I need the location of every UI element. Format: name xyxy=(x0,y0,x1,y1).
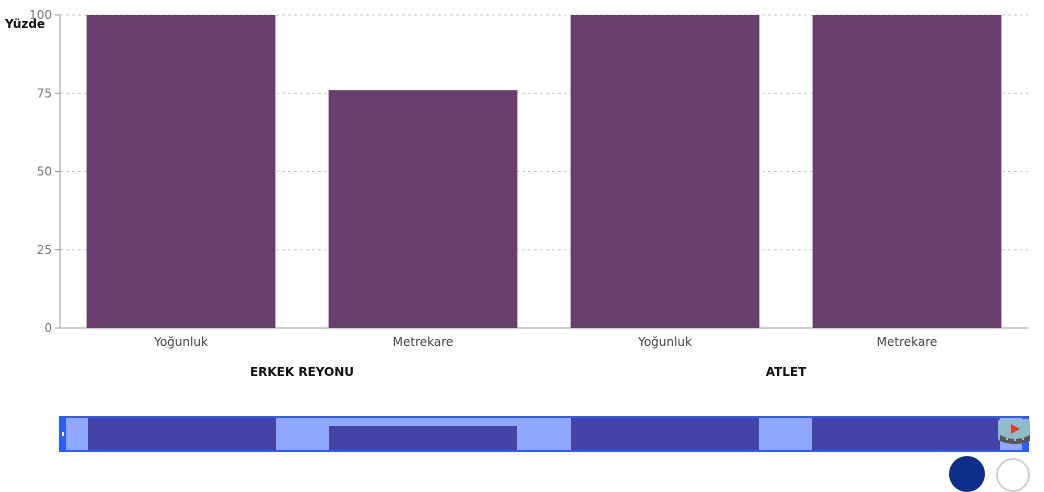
x-tick-label: Yoğunluk xyxy=(637,335,692,349)
navigator-left-handle[interactable] xyxy=(61,418,66,450)
bar xyxy=(86,15,276,328)
navigator-bar xyxy=(87,418,276,450)
x-tick-label: Yoğunluk xyxy=(153,335,208,349)
chat-button[interactable] xyxy=(949,456,985,492)
y-tick-label: 50 xyxy=(37,165,52,179)
group-label: ERKEK REYONU xyxy=(250,365,354,379)
bar-chart: 0 25 50 75 100 Yoğunluk Metrekare Yoğunluk Metre… xyxy=(29,8,1028,379)
group-label: ATLET xyxy=(766,365,807,379)
y-tick-label: 100 xyxy=(29,8,52,22)
range-navigator[interactable] xyxy=(59,416,1029,452)
navigator-bar xyxy=(329,425,518,450)
y-tick-label: 75 xyxy=(37,86,52,100)
help-button[interactable] xyxy=(996,458,1030,492)
navigator-bar xyxy=(570,418,759,450)
bar xyxy=(812,15,1002,328)
y-tick-label: 0 xyxy=(44,321,52,335)
navigator-bar xyxy=(812,418,1001,450)
bar xyxy=(570,15,760,328)
x-tick-label: Metrekare xyxy=(393,335,454,349)
bar xyxy=(328,90,518,329)
x-tick-label: Metrekare xyxy=(877,335,938,349)
play-icon[interactable] xyxy=(998,417,1032,447)
y-axis-label: Yüzde xyxy=(5,17,46,31)
y-tick-label: 25 xyxy=(37,243,52,257)
